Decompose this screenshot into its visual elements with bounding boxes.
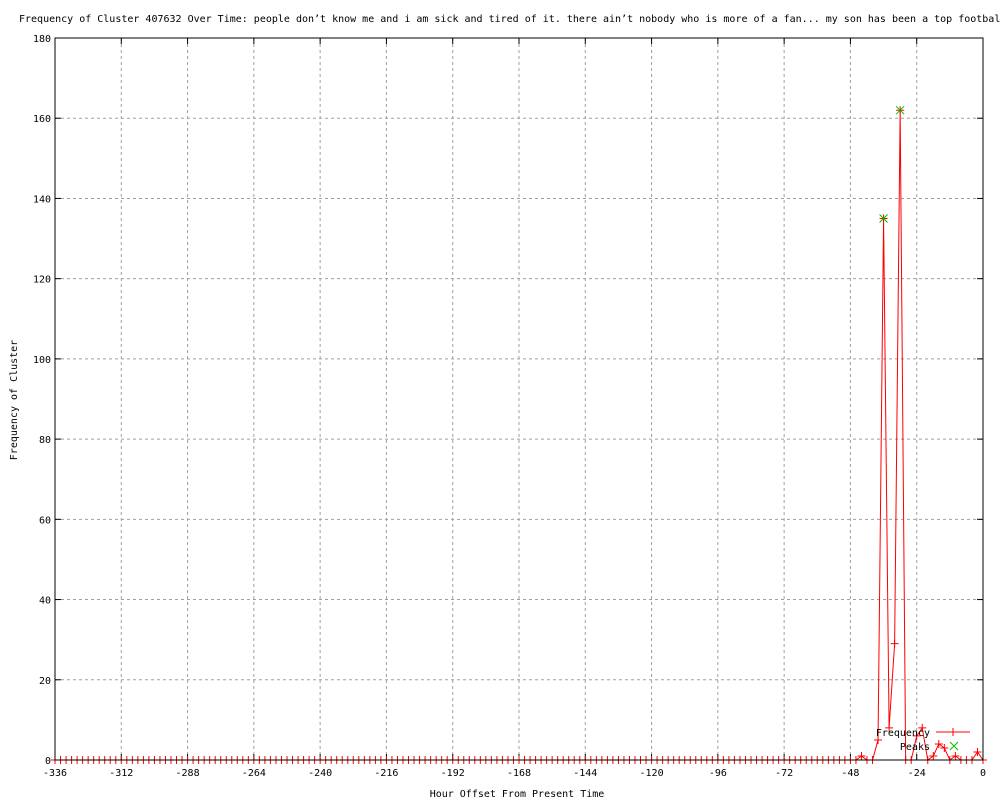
frequency-point xyxy=(934,739,943,748)
frequency-point xyxy=(951,751,960,760)
frequency-point xyxy=(874,735,883,744)
x-tick-label: -312 xyxy=(109,768,133,779)
frequency-point xyxy=(940,743,949,752)
chart-title: Frequency of Cluster 407632 Over Time: p… xyxy=(19,14,1000,25)
peak-point xyxy=(879,214,888,223)
x-tick-label: -264 xyxy=(242,768,266,779)
legend-label-frequency: Frequency xyxy=(876,728,930,739)
x-axis-label: Hour Offset From Present Time xyxy=(430,789,605,800)
x-tick-label: -240 xyxy=(308,768,332,779)
legend-marker-peaks xyxy=(949,741,959,751)
x-tick-label: -24 xyxy=(908,768,926,779)
axis-ticks: 0 20 40 60 80 100 120 140 160 180 -336 -312 -288 -264… xyxy=(33,34,986,779)
y-tick-label: 180 xyxy=(33,34,51,45)
x-tick-label: -336 xyxy=(43,768,67,779)
peak-point xyxy=(895,105,905,115)
x-tick-label: -216 xyxy=(374,768,398,779)
grid xyxy=(55,38,983,760)
legend: Frequency Peaks xyxy=(876,728,970,753)
frequency-point xyxy=(857,751,866,760)
x-tick-label: -168 xyxy=(507,768,531,779)
y-tick-label: 160 xyxy=(33,114,51,125)
legend-label-peaks: Peaks xyxy=(900,742,930,753)
x-tick-label: -144 xyxy=(573,768,597,779)
x-tick-label: -120 xyxy=(640,768,664,779)
frequency-point xyxy=(929,751,938,760)
y-tick-label: 20 xyxy=(39,676,51,687)
frequency-point xyxy=(973,747,982,756)
y-tick-label: 80 xyxy=(39,435,51,446)
y-tick-label: 40 xyxy=(39,596,51,607)
frequency-point xyxy=(912,731,921,740)
y-axis-label: Frequency of Cluster xyxy=(9,340,20,460)
x-tick-label: -48 xyxy=(841,768,859,779)
frequency-point xyxy=(885,723,894,732)
plot-border xyxy=(54,37,984,761)
y-tick-label: 120 xyxy=(33,275,51,286)
x-tick-label: -72 xyxy=(775,768,793,779)
y-tick-label: 100 xyxy=(33,355,51,366)
x-tick-label: -96 xyxy=(709,768,727,779)
frequency-point xyxy=(918,723,927,732)
x-tick-label: -288 xyxy=(176,768,200,779)
x-tick-label: -192 xyxy=(441,768,465,779)
y-tick-label: 60 xyxy=(39,515,51,526)
frequency-point xyxy=(890,639,899,648)
y-tick-label: 140 xyxy=(33,194,51,205)
x-tick-label: 0 xyxy=(980,768,986,779)
y-tick-label: 0 xyxy=(45,756,51,767)
